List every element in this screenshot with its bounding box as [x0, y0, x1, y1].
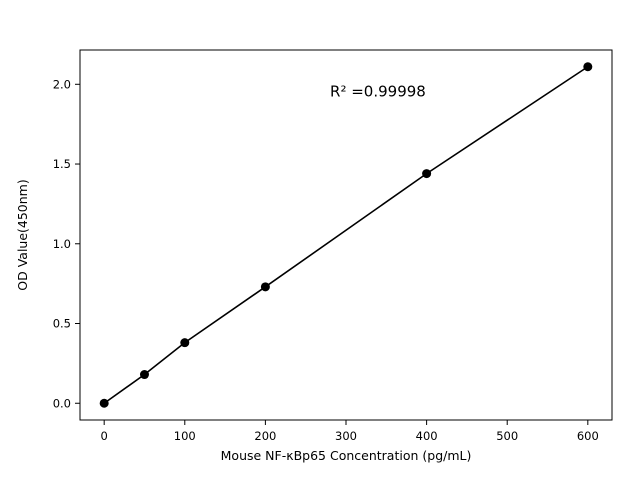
x-tick-label: 600 — [577, 429, 599, 443]
y-tick-label: 1.0 — [53, 237, 71, 251]
y-tick-label: 0.0 — [53, 396, 71, 410]
y-axis-label: OD Value(450nm) — [15, 179, 30, 290]
r-squared-annotation: R² =0.99998 — [330, 82, 426, 100]
y-tick-label: 2.0 — [53, 77, 71, 91]
data-point-marker — [99, 398, 109, 408]
data-point-marker — [260, 282, 270, 292]
y-tick-label: 0.5 — [53, 317, 71, 331]
data-point-marker — [422, 169, 432, 179]
y-tick-label: 1.5 — [53, 157, 71, 171]
data-point-marker — [180, 338, 190, 348]
data-point-marker — [139, 370, 149, 380]
x-tick-label: 200 — [254, 429, 276, 443]
data-point-marker — [583, 62, 593, 72]
x-tick-label: 100 — [174, 429, 196, 443]
x-tick-label: 500 — [496, 429, 518, 443]
x-tick-label: 0 — [101, 429, 108, 443]
x-axis-label: Mouse NF-κBp65 Concentration (pg/mL) — [221, 448, 472, 463]
x-tick-label: 400 — [416, 429, 438, 443]
standard-curve-line — [103, 66, 589, 404]
axes-box — [79, 49, 613, 421]
x-tick-label: 300 — [335, 429, 357, 443]
